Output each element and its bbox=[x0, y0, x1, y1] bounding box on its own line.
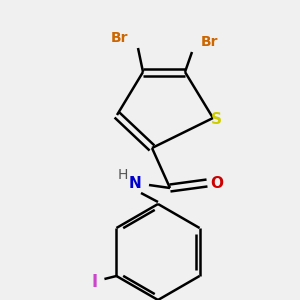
Text: I: I bbox=[92, 273, 98, 291]
Text: N: N bbox=[129, 176, 141, 191]
Text: O: O bbox=[211, 176, 224, 190]
Text: Br: Br bbox=[111, 31, 129, 45]
Text: Br: Br bbox=[201, 35, 219, 49]
Text: H: H bbox=[118, 168, 128, 182]
Text: S: S bbox=[211, 112, 221, 128]
